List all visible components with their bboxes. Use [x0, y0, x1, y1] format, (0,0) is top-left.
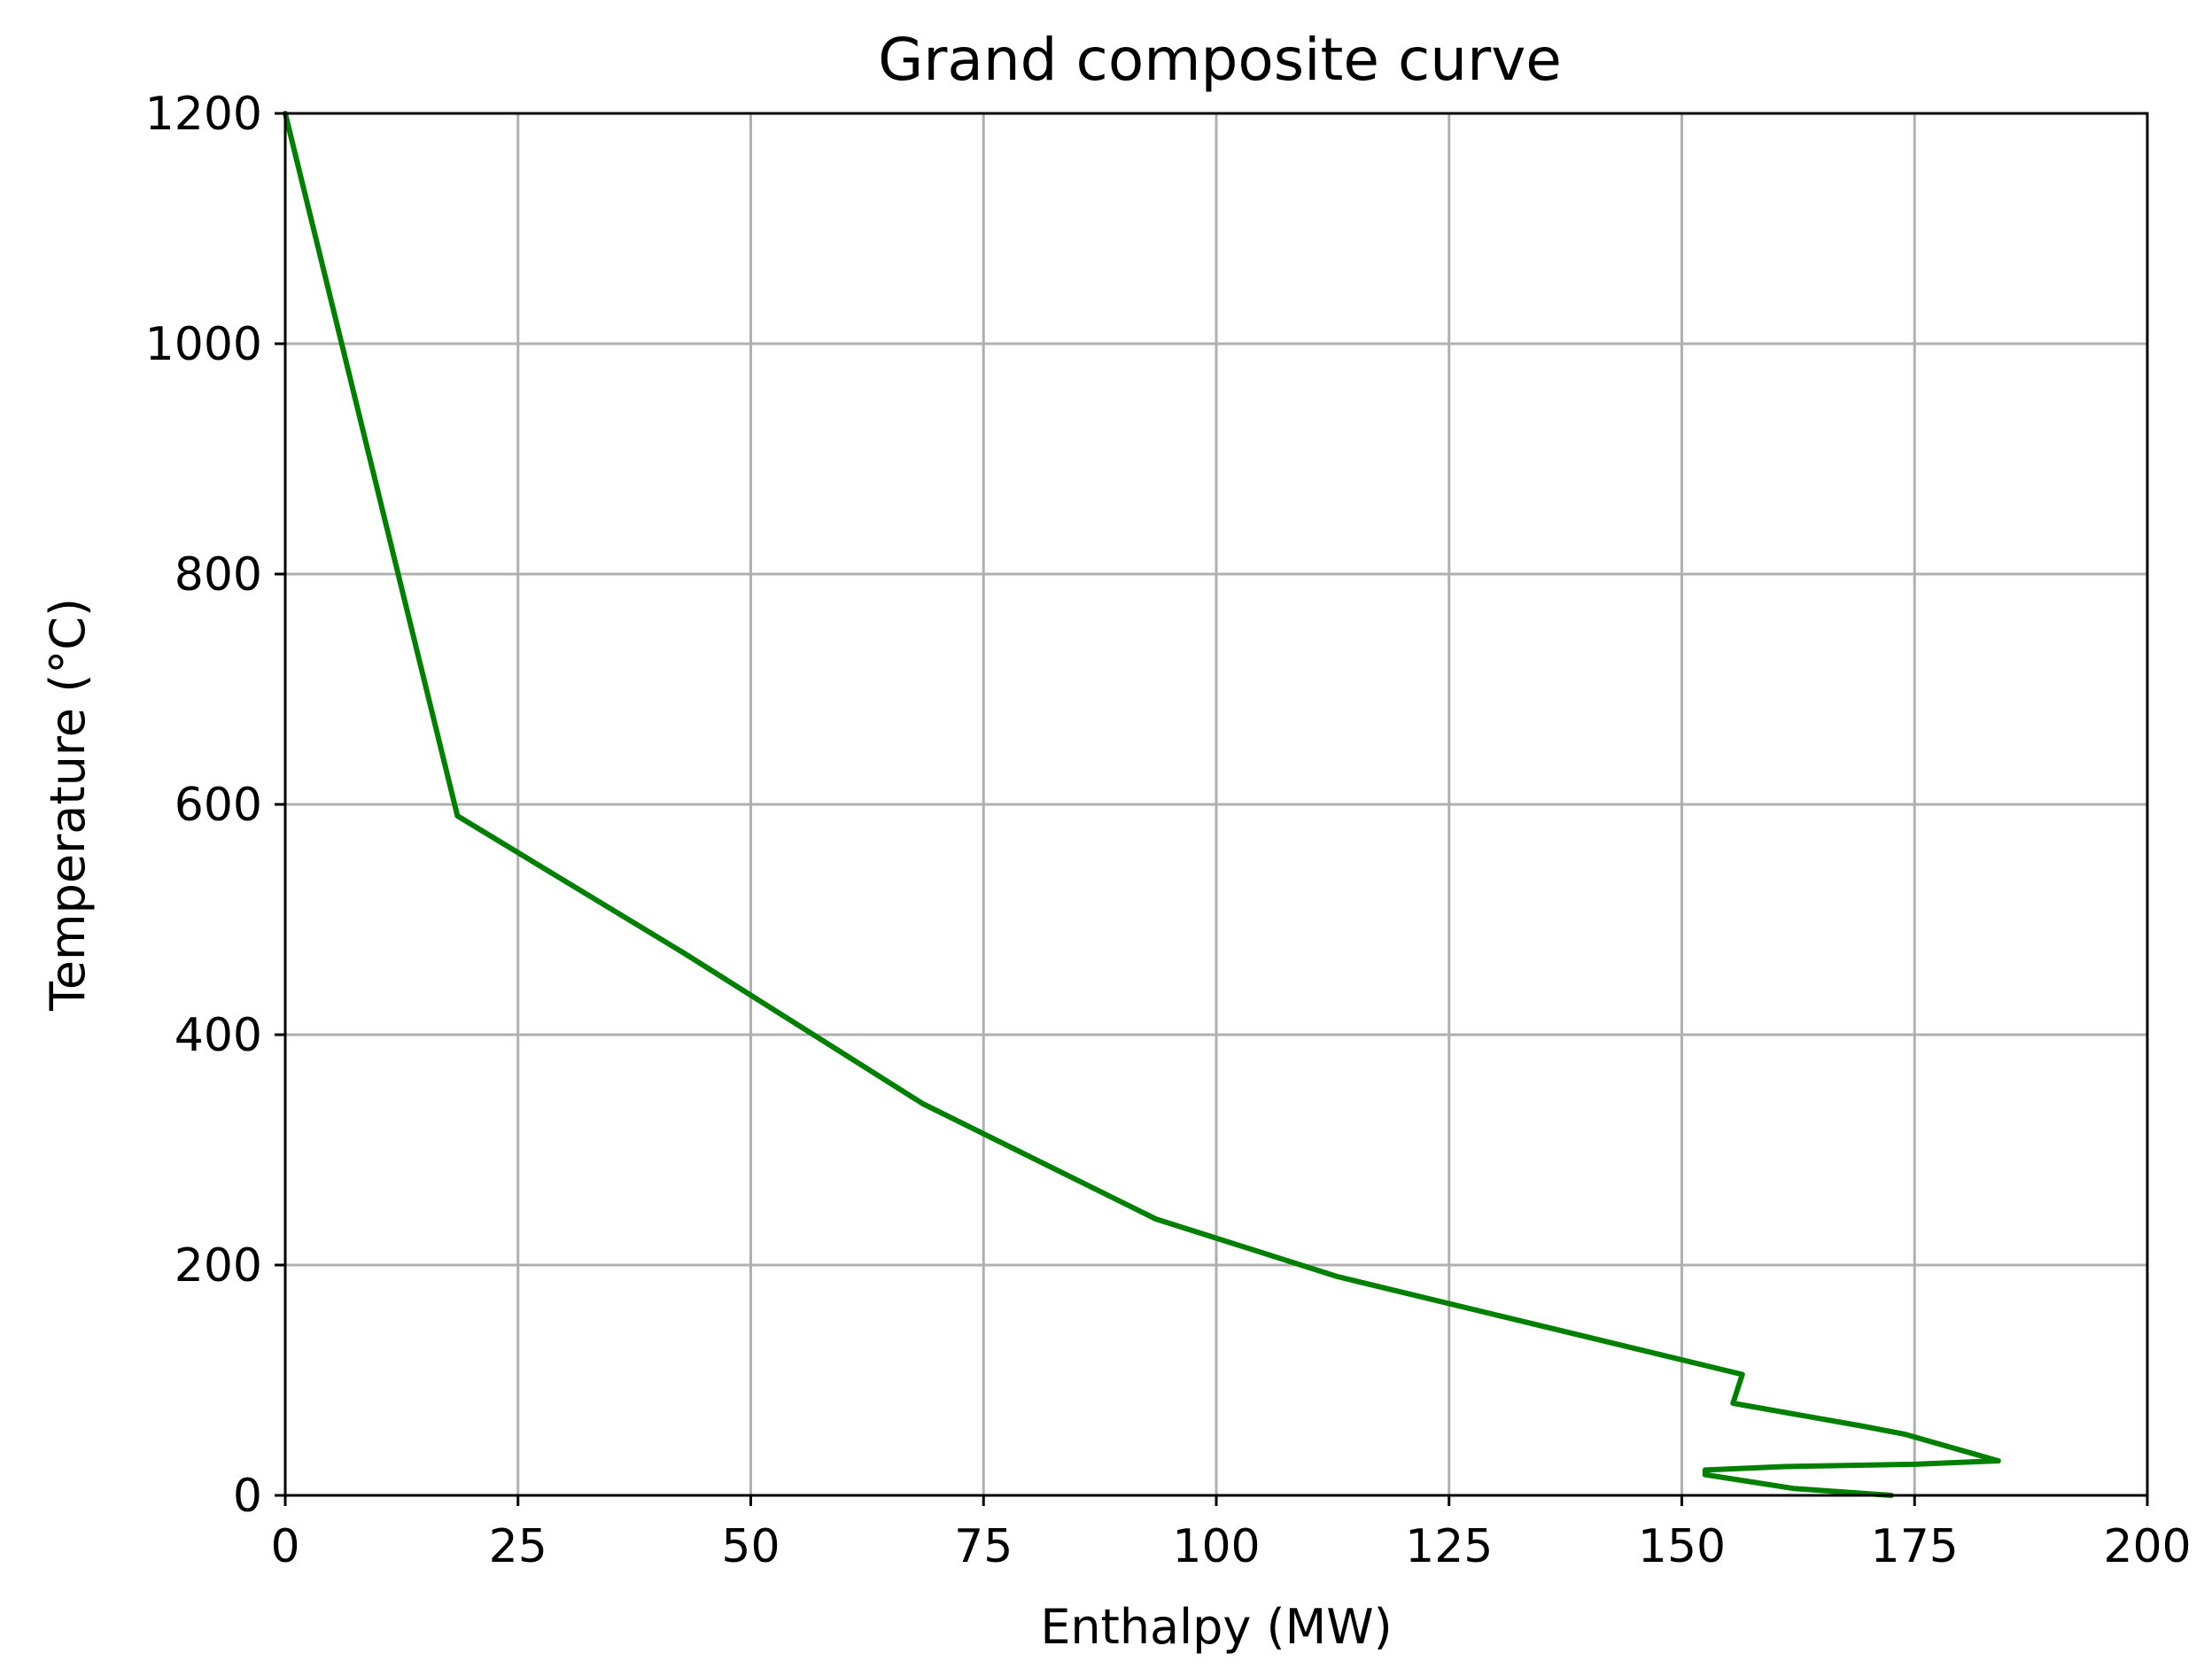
x-tick-label: 150: [1638, 1520, 1726, 1573]
series-layer: [283, 111, 2001, 1498]
x-tick-label: 100: [1172, 1520, 1260, 1573]
series-line: [283, 111, 2001, 1498]
y-axis-ticks: 0 200 400 600 800 1000 1200: [145, 88, 285, 1523]
y-tick-label: 1200: [145, 88, 262, 141]
grid-lines: [283, 112, 2149, 1497]
y-tick-label: 0: [233, 1470, 262, 1523]
x-tick-label: 175: [1871, 1520, 1959, 1573]
y-tick-label: 600: [175, 779, 262, 832]
x-axis-label: Enthalpy (MW): [1040, 1599, 1392, 1655]
chart-title: Grand composite curve: [878, 26, 1562, 94]
x-tick-label: 0: [270, 1520, 299, 1573]
x-tick-label: 125: [1405, 1520, 1493, 1573]
y-tick-label: 1000: [145, 318, 262, 371]
y-axis-label: Temperature (°C): [40, 598, 96, 1012]
y-tick-label: 200: [175, 1239, 262, 1293]
x-tick-label: 25: [489, 1520, 547, 1573]
y-tick-label: 400: [175, 1009, 262, 1062]
x-tick-label: 200: [2103, 1520, 2191, 1573]
y-tick-label: 800: [175, 548, 262, 602]
x-tick-label: 75: [954, 1520, 1013, 1573]
x-axis-ticks: 0 25 50 75 100 125 150 175 200: [270, 1495, 2192, 1573]
x-tick-label: 50: [721, 1520, 780, 1573]
